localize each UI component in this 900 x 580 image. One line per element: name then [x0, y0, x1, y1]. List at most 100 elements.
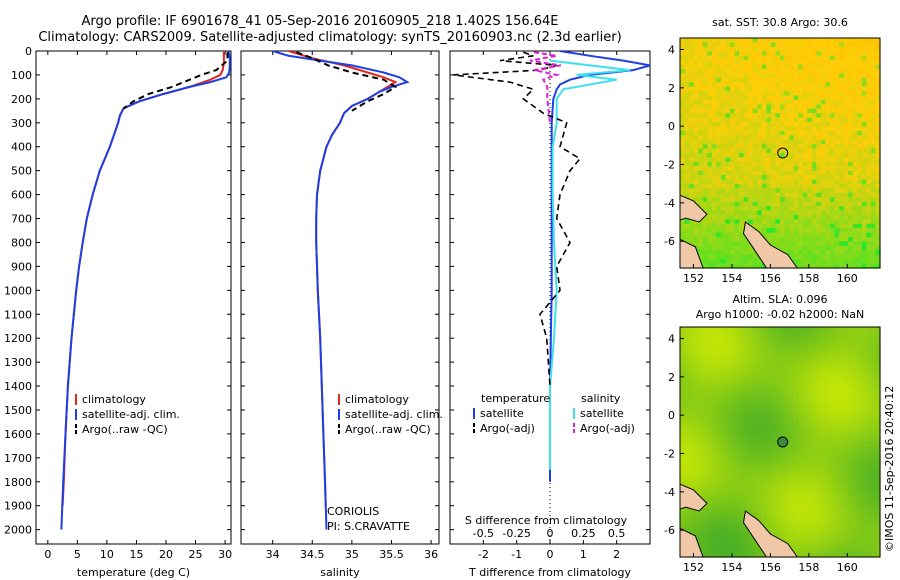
- sla-cell: [707, 424, 713, 430]
- temp-xtick-label: 30: [218, 548, 232, 561]
- sla-cell: [780, 340, 786, 346]
- sst-cell: [730, 46, 736, 52]
- sst-cell: [793, 46, 799, 52]
- sst-cell: [793, 55, 799, 61]
- sst-cell: [843, 179, 849, 185]
- sst-cell: [830, 219, 836, 225]
- sla-cell: [780, 464, 786, 470]
- sst-cell: [807, 254, 813, 260]
- sla-cell: [839, 437, 845, 443]
- sst-cell: [761, 91, 767, 97]
- sst-cell: [720, 135, 727, 141]
- sla-cell: [798, 327, 804, 333]
- sla-cell: [739, 521, 745, 527]
- sla-cell: [825, 508, 831, 514]
- sla-cell: [825, 526, 831, 532]
- sst-cell: [725, 108, 731, 114]
- sst-cell: [839, 64, 845, 70]
- sst-cell: [848, 153, 854, 159]
- sla-cell: [875, 499, 881, 505]
- sla-cell: [684, 344, 690, 350]
- sst-cell: [870, 157, 877, 163]
- sla-cell: [725, 411, 731, 417]
- sla-cell: [789, 366, 795, 372]
- sla-cell: [693, 371, 699, 377]
- sla-cell: [830, 402, 836, 408]
- sst-cell: [702, 228, 708, 234]
- sla-cell: [875, 353, 881, 359]
- sla-cell: [770, 406, 777, 412]
- sla-cell: [825, 366, 831, 372]
- sla-cell: [702, 375, 708, 381]
- sla-cell: [693, 530, 699, 536]
- sst-cell: [870, 122, 877, 128]
- sla-cell: [770, 481, 777, 487]
- sst-cell: [684, 175, 690, 181]
- sst-cell: [861, 161, 867, 167]
- sst-cell: [702, 51, 708, 57]
- sla-cell: [725, 459, 731, 465]
- sla-cell: [843, 459, 849, 465]
- sst-cell: [857, 126, 863, 132]
- sla-cell: [802, 344, 808, 350]
- sst-cell: [775, 206, 781, 212]
- sst-cell: [848, 254, 854, 260]
- sla-cell: [739, 552, 745, 558]
- sst-cell: [793, 175, 799, 181]
- sst-cell: [711, 259, 717, 265]
- sla-cell: [848, 371, 854, 377]
- sst-cell: [734, 135, 740, 141]
- sla-cell: [857, 335, 863, 341]
- sst-cell: [757, 179, 763, 185]
- sla-cell: [857, 481, 863, 487]
- sst-cell: [820, 42, 827, 48]
- sla-cell: [766, 362, 772, 368]
- sst-cell: [775, 245, 781, 251]
- sla-cell: [734, 357, 740, 363]
- sla-cell: [770, 340, 777, 346]
- sla-cell: [734, 526, 740, 532]
- sst-cell: [830, 153, 836, 159]
- sla-cell: [848, 397, 854, 403]
- sst-cell: [816, 166, 822, 172]
- sla-cell: [734, 411, 740, 417]
- sla-cell: [743, 490, 749, 496]
- sla-cell: [875, 543, 881, 549]
- sla-cell: [852, 512, 858, 518]
- sla-cell: [780, 534, 786, 540]
- sst-cell: [757, 153, 763, 159]
- sst-cell: [739, 60, 745, 66]
- sla-cell: [689, 530, 695, 536]
- sla-cell: [684, 455, 690, 461]
- sla-cell: [730, 530, 736, 536]
- sla-cell: [757, 437, 763, 443]
- sst-cell: [861, 175, 867, 181]
- sla-cell: [707, 517, 713, 523]
- sst-cell: [743, 108, 749, 114]
- sst-cell: [816, 55, 822, 61]
- sla-cell: [698, 508, 704, 514]
- sla-cell: [870, 450, 877, 456]
- sst-cell: [834, 237, 840, 243]
- sla-cell: [734, 472, 740, 478]
- sst-cell: [761, 232, 767, 238]
- sst-cell: [857, 130, 863, 136]
- sst-cell: [739, 206, 745, 212]
- sst-cell: [830, 77, 836, 83]
- sst-cell: [789, 51, 795, 57]
- sst-cell: [807, 130, 813, 136]
- sla-cell: [816, 464, 822, 470]
- sla-cell: [839, 406, 845, 412]
- sst-cell: [734, 55, 740, 61]
- sst-cell: [816, 126, 822, 132]
- sla-cell: [802, 327, 808, 333]
- sla-cell: [680, 371, 686, 377]
- sst-cell: [839, 42, 845, 48]
- sla-cell: [734, 406, 740, 412]
- sla-cell: [789, 397, 795, 403]
- sla-cell: [852, 393, 858, 399]
- sst-cell: [716, 122, 722, 128]
- sla-cell: [730, 340, 736, 346]
- sst-cell: [857, 170, 863, 176]
- sst-cell: [816, 95, 822, 101]
